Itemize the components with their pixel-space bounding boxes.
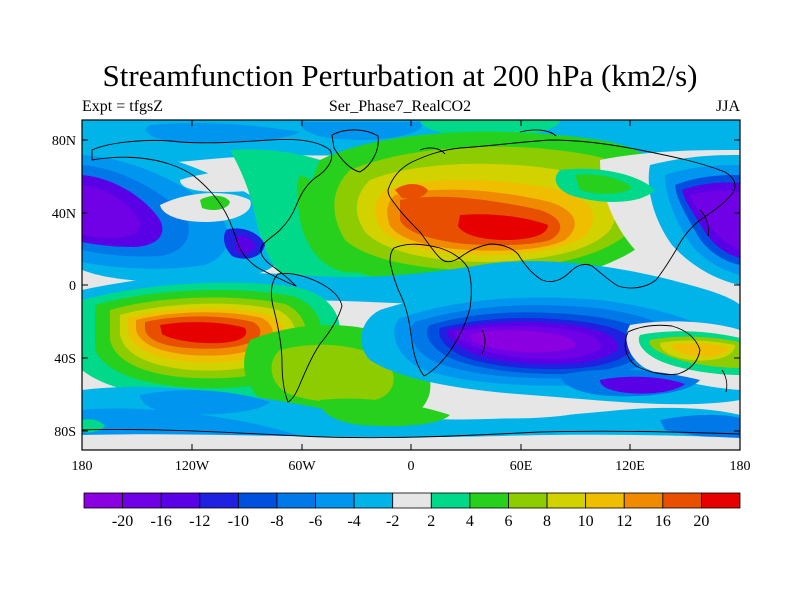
colorbar-label: -8 <box>270 513 283 530</box>
indian-ocean-low <box>361 286 740 405</box>
australia-high <box>626 321 740 390</box>
lon-label-120e: 120E <box>615 459 645 474</box>
season-label: JJA <box>715 98 740 115</box>
run-name-label: Ser_Phase7_RealCO2 <box>328 98 472 115</box>
colorbar-box <box>353 492 394 509</box>
colorbar-box <box>623 492 664 509</box>
lon-label-60e: 60E <box>510 459 533 474</box>
colorbar-label: -10 <box>228 513 249 530</box>
colorbar-box <box>276 492 316 509</box>
colorbar-box <box>315 492 355 509</box>
colorbar-box <box>122 492 162 509</box>
colorbar-label: 20 <box>693 513 709 530</box>
colorbar-box <box>430 492 471 509</box>
colorbar-label: 6 <box>504 513 512 530</box>
antarctic-rim <box>82 434 740 450</box>
lat-label-40n: 40N <box>52 207 76 222</box>
colorbar-label: -12 <box>189 513 210 530</box>
colorbar-label: 2 <box>427 513 435 530</box>
colorbar-box <box>508 492 548 509</box>
lon-label-180e: 180 <box>730 459 751 474</box>
lat-label-40s: 40S <box>54 352 76 367</box>
colorbar-box <box>199 492 239 509</box>
lon-label-120w: 120W <box>175 459 210 474</box>
experiment-label: Expt = tfgsZ <box>82 98 164 115</box>
lat-label-80n: 80N <box>52 134 76 149</box>
colorbar-box <box>546 492 587 509</box>
colorbar-box <box>237 492 278 509</box>
lon-label-180w: 180 <box>72 459 93 474</box>
colorbar-label: 4 <box>466 513 474 530</box>
tropical-band <box>82 261 740 330</box>
colorbar-label: -16 <box>151 513 172 530</box>
colorbar-label: -4 <box>347 513 360 530</box>
colorbar-box <box>392 492 432 509</box>
colorbar-label: 10 <box>578 513 594 530</box>
lon-label-0: 0 <box>408 459 415 474</box>
lat-axis: 80N 40N 0 40S 80S <box>52 134 740 440</box>
map-title: Streamfunction Perturbation at 200 hPa (… <box>102 58 698 93</box>
colorbar-box <box>160 492 201 509</box>
lon-label-60w: 60W <box>288 459 316 474</box>
colorbar-label: -2 <box>386 513 399 530</box>
colorbar: -20 -16 -12 -10 -8 -6 -4 -2 2 4 6 8 10 12 16 20 <box>83 492 741 530</box>
colorbar-box <box>585 492 625 509</box>
colorbar-label: 16 <box>655 513 671 530</box>
lat-label-80s: 80S <box>54 425 76 440</box>
colorbar-label: -6 <box>309 513 322 530</box>
lat-label-equator: 0 <box>69 279 76 294</box>
colorbar-box <box>701 492 741 509</box>
streamfunction-field <box>82 120 740 450</box>
colorbar-label: -20 <box>112 513 133 530</box>
colorbar-box <box>83 492 123 509</box>
lon-axis: 180 120W 60W 0 60E 120E 180 <box>72 120 751 474</box>
coastlines <box>82 129 740 439</box>
colorbar-box <box>469 492 509 509</box>
colorbar-label: 12 <box>616 513 632 530</box>
east-asia-low <box>555 150 740 310</box>
colorbar-label: 8 <box>543 513 551 530</box>
colorbar-box <box>662 492 702 509</box>
